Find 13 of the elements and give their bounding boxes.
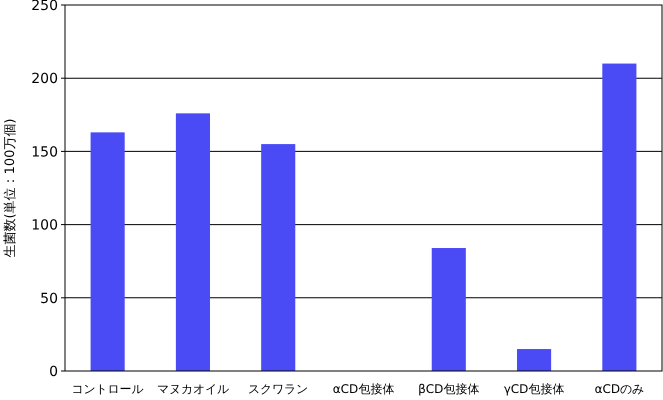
x-tick-label: コントロール bbox=[72, 382, 144, 396]
y-axis-title: 生菌数(単位：100万個) bbox=[3, 118, 18, 258]
y-tick-label: 0 bbox=[49, 364, 58, 380]
x-tick-label: αCD包接体 bbox=[332, 382, 394, 396]
y-tick-label: 50 bbox=[40, 290, 58, 307]
y-tick-label: 100 bbox=[31, 218, 58, 234]
x-tick-label: βCD包接体 bbox=[418, 382, 480, 396]
y-tick-label: 200 bbox=[31, 71, 58, 88]
x-tick-label: γCD包接体 bbox=[504, 382, 564, 396]
x-tick-label: αCDのみ bbox=[594, 382, 644, 396]
x-tick-label: マヌカオイル bbox=[156, 382, 229, 396]
x-tick-label: スクワラン bbox=[248, 382, 308, 396]
y-tick-label: 150 bbox=[31, 144, 58, 160]
